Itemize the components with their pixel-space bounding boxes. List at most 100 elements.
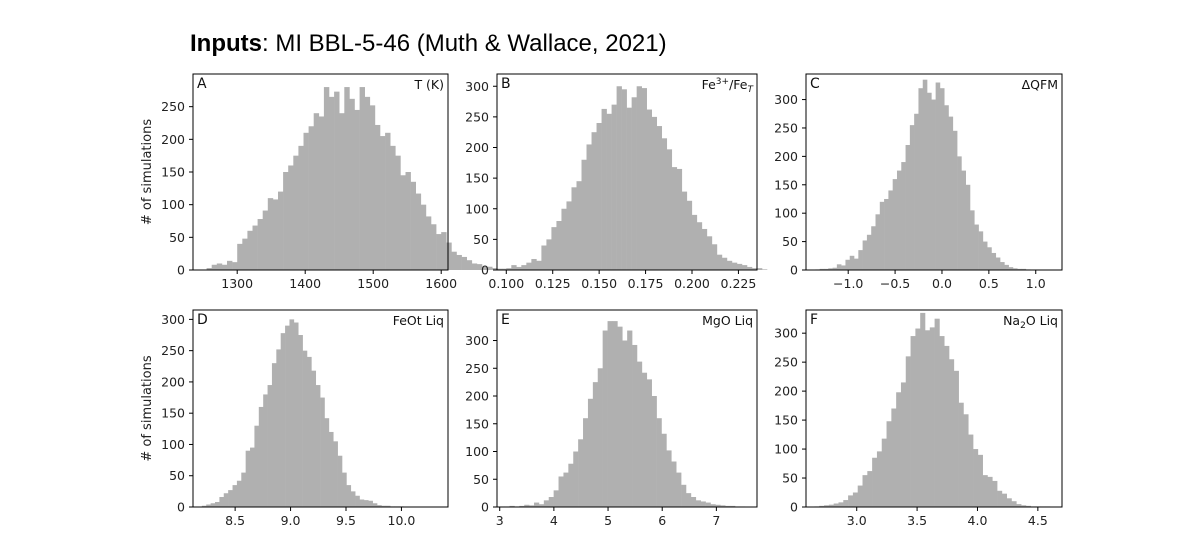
histogram-bar [232, 262, 238, 270]
x-tick-label: 0.125 [535, 276, 571, 291]
histogram-bar [289, 319, 295, 507]
y-tick-label: 50 [169, 468, 185, 483]
histogram-bar [896, 392, 902, 507]
y-tick-label: 150 [161, 406, 185, 421]
histogram-bar [596, 123, 602, 270]
histogram-bar [646, 109, 652, 270]
y-tick-label: 250 [774, 355, 798, 370]
histogram-bar [364, 96, 371, 271]
histogram-bar [876, 451, 883, 507]
histogram-bar [736, 263, 743, 271]
histogram-bar [666, 149, 673, 270]
histogram-bar [968, 434, 974, 507]
figure-title: Inputs: MI BBL-5-46 (Muth & Wallace, 202… [190, 30, 667, 58]
histogram-bar [852, 492, 859, 507]
histogram-bar [258, 406, 264, 507]
histogram-bar [566, 201, 572, 270]
x-tick-label: 3 [496, 513, 504, 528]
x-tick-label: −1.0 [833, 276, 863, 291]
x-tick-label: −0.5 [880, 276, 910, 291]
histogram-bar [395, 155, 401, 270]
x-tick-label: 9.5 [336, 513, 356, 528]
y-tick-label: 100 [161, 437, 185, 452]
x-tick-label: 1300 [221, 276, 253, 291]
y-tick-label: 200 [465, 389, 489, 404]
histogram-bar [502, 268, 508, 270]
histogram-bar [969, 210, 975, 270]
histogram-bar [369, 105, 376, 270]
histogram-bar [626, 107, 632, 270]
axes-frame [805, 309, 1063, 508]
histogram-bar [731, 262, 738, 270]
histogram-bar [757, 268, 763, 270]
x-tick-label: 0.225 [721, 276, 757, 291]
histogram-bar [849, 255, 855, 270]
y-tick-label: 100 [465, 201, 489, 216]
histogram-bar [716, 254, 723, 270]
histogram-bar [359, 499, 365, 507]
histogram-bar [252, 225, 258, 270]
histogram-bar [591, 132, 597, 270]
histogram-bar [368, 500, 373, 507]
histogram-bar [548, 497, 554, 507]
histogram-bar [892, 179, 898, 270]
histogram-bar [1025, 505, 1032, 507]
histogram-bar [223, 493, 229, 507]
histogram-bar [746, 266, 753, 270]
y-tick-label: 50 [169, 230, 185, 245]
histogram-bar [607, 321, 613, 507]
histogram-bar [536, 260, 542, 270]
histogram-bar [671, 167, 678, 270]
histogram-bar [328, 431, 334, 507]
histogram-bar [963, 414, 969, 507]
histogram-bar [232, 485, 238, 507]
y-tick-label: 300 [774, 326, 798, 341]
histogram-bar [949, 359, 955, 507]
histogram-bar [509, 505, 515, 507]
histogram-bar [651, 116, 658, 271]
histogram-bar [612, 321, 618, 507]
histogram-bar [563, 472, 569, 507]
histogram-bar [914, 113, 919, 271]
histogram-bar [211, 264, 218, 270]
y-tick-label: 200 [161, 132, 185, 147]
histogram-bar [573, 451, 579, 507]
histogram-bar [632, 344, 638, 507]
y-tick-label: 250 [161, 343, 185, 358]
histogram-bar [482, 266, 488, 270]
y-tick-label: 100 [774, 442, 798, 457]
panel-c: −1.0 −0.5 0.0 0.5 1.0 0 50 100 150 200 250 300 C ΔQFM [774, 73, 1063, 291]
histogram-bar [871, 226, 876, 270]
histogram-bar [320, 397, 325, 507]
y-tick-label: 200 [161, 374, 185, 389]
histogram-bar [241, 472, 246, 507]
histogram-bar [415, 193, 422, 270]
histogram-bar [311, 370, 317, 507]
histogram-bar [636, 86, 642, 270]
histogram-bar [280, 333, 286, 507]
histogram-bar [420, 204, 427, 270]
histogram-bar [337, 455, 343, 507]
histogram-bar [363, 500, 369, 507]
histogram-bar [380, 136, 386, 270]
histogram-bar [606, 113, 612, 270]
histogram-bar [461, 256, 467, 270]
panel-variable-label: T (K) [413, 77, 444, 92]
histogram-bar [924, 330, 931, 507]
histogram-bar [237, 243, 243, 270]
histogram-bar [329, 96, 335, 271]
histogram-bar [915, 328, 921, 507]
x-tick-label: 3.5 [907, 513, 927, 528]
histogram-bar [611, 104, 617, 271]
histogram-bar [1021, 505, 1027, 507]
y-tick-label: 300 [774, 92, 798, 107]
x-tick-label: 9.0 [281, 513, 301, 528]
y-tick-label: 100 [774, 206, 798, 221]
y-tick-label: 50 [473, 232, 489, 247]
y-tick-label: 150 [774, 177, 798, 192]
histogram-bar [974, 224, 979, 270]
histogram-bar [531, 258, 537, 270]
histogram-bar [372, 503, 378, 507]
histogram-bar [492, 268, 498, 270]
histogram-bar [646, 379, 652, 507]
